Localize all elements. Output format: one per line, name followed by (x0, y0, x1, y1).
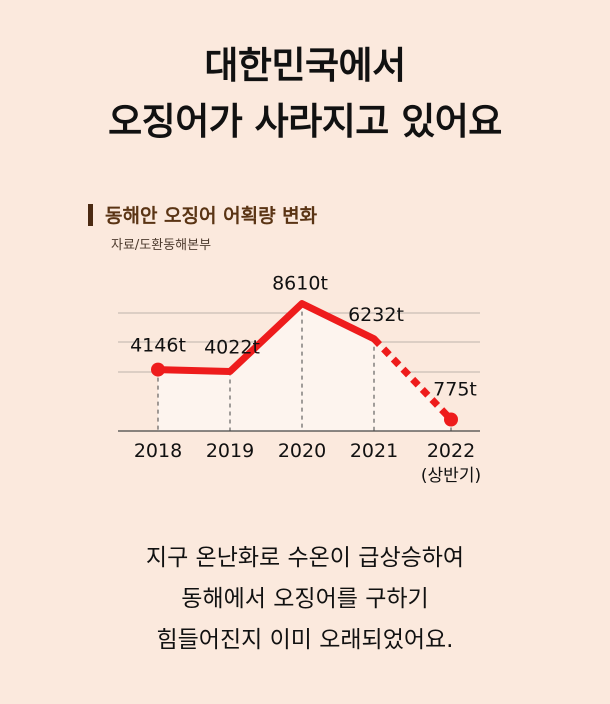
data-label: 8610t (272, 273, 328, 295)
data-label: 6232t (348, 304, 404, 326)
x-tick-label: 2021 (350, 440, 398, 462)
line-chart: 4146t 4022t 8610t 6232t 775t 2018 2019 2020 2021… (118, 273, 481, 486)
x-tick-label: 2019 (206, 440, 254, 462)
description-line-3: 힘들어진지 이미 오래되었어요. (156, 627, 454, 653)
data-label: 4022t (204, 337, 260, 359)
section-marker (88, 203, 93, 226)
headline-line-2: 오징어가 사라지고 있어요 (108, 100, 502, 143)
area-fill (158, 303, 451, 431)
data-label: 4146t (130, 335, 186, 357)
chart-title: 동해안 오징어 어획량 변화 (105, 205, 318, 227)
headline-line-1: 대한민국에서 (204, 44, 406, 87)
x-tick-sublabel: (상반기) (421, 466, 481, 486)
series-line-dashed (371, 336, 454, 422)
headline: 대한민국에서 오징어가 사라지고 있어요 (0, 38, 610, 150)
data-point (444, 412, 458, 427)
x-tick-label: 2022 (427, 440, 475, 462)
chart-header: 동해안 오징어 어획량 변화 (88, 201, 317, 228)
chart-source: 자료/도환동해본부 (111, 238, 212, 253)
x-tick-label: 2020 (278, 440, 326, 462)
series-line (154, 300, 378, 375)
data-point (151, 362, 165, 377)
data-label: 775t (433, 379, 477, 401)
description: 지구 온난화로 수온이 급상승하여 동해에서 오징어를 구하기 힘들어진지 이미… (0, 538, 610, 661)
description-line-1: 지구 온난화로 수온이 급상승하여 (145, 545, 465, 571)
description-line-2: 동해에서 오징어를 구하기 (181, 586, 429, 612)
x-tick-label: 2018 (134, 440, 182, 462)
